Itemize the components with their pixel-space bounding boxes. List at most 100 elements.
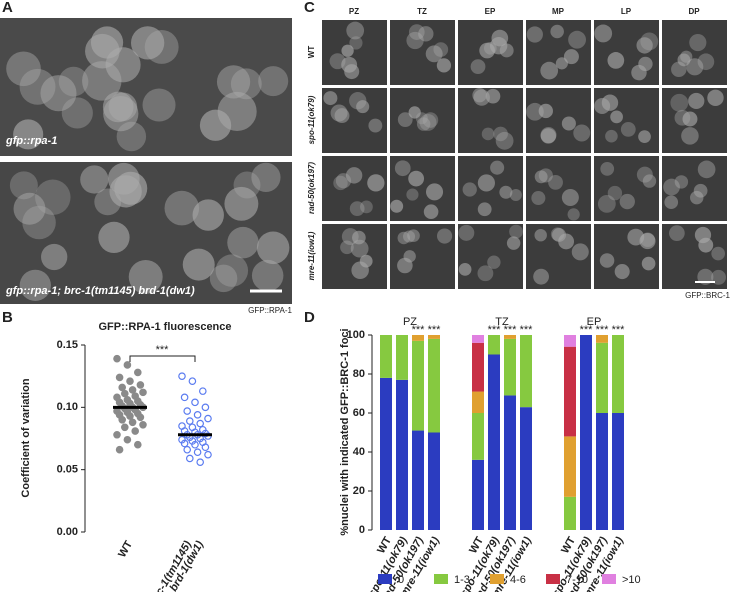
bar-segment xyxy=(472,459,484,530)
column-label: EP xyxy=(485,7,496,16)
nucleus xyxy=(599,253,615,268)
y-tick-label: 40 xyxy=(353,446,365,458)
data-point xyxy=(115,373,124,382)
nucleus xyxy=(568,30,586,49)
nucleus xyxy=(690,190,704,205)
nucleus xyxy=(349,36,363,50)
nucleus xyxy=(436,58,452,73)
nucleus xyxy=(350,239,369,258)
nucleus xyxy=(40,75,77,112)
micrograph xyxy=(526,20,591,85)
bar-segment xyxy=(380,335,392,378)
nucleus xyxy=(477,202,492,217)
nucleus xyxy=(490,160,505,175)
y-tick-label: 20 xyxy=(353,485,365,497)
nucleus xyxy=(594,97,611,114)
nucleus xyxy=(333,175,348,191)
nucleus xyxy=(425,45,443,63)
nucleus xyxy=(607,185,623,201)
nucleus xyxy=(233,171,261,199)
data-point xyxy=(204,414,212,423)
column-label: LP xyxy=(621,7,632,16)
data-point xyxy=(136,413,145,422)
nucleus xyxy=(128,259,163,294)
nucleus xyxy=(669,225,685,242)
nucleus xyxy=(394,160,411,177)
nucleus xyxy=(483,41,497,55)
data-point xyxy=(128,386,137,394)
nucleus xyxy=(689,33,707,52)
legend-label: 4-6 xyxy=(510,574,526,586)
image-caption: GFP::BRC-1 xyxy=(685,291,730,300)
significance: *** xyxy=(612,324,626,336)
nucleus xyxy=(360,200,373,214)
nucleus xyxy=(436,228,453,244)
chart-title: GFP::RPA-1 fluorescence xyxy=(98,321,231,333)
nucleus xyxy=(341,44,354,57)
nucleus xyxy=(458,262,472,276)
bar-segment xyxy=(380,377,392,530)
nucleus xyxy=(423,204,439,220)
nucleus xyxy=(531,191,546,206)
nucleus xyxy=(642,174,657,188)
nucleus xyxy=(323,91,338,106)
significance-bracket xyxy=(129,355,196,362)
bar-segment xyxy=(488,335,500,355)
nucleus xyxy=(509,188,522,202)
nucleus xyxy=(462,182,477,197)
nucleus xyxy=(164,190,200,226)
bar-segment xyxy=(612,335,624,413)
nucleus xyxy=(688,92,705,110)
nucleus xyxy=(19,68,56,105)
nucleus xyxy=(473,89,490,106)
nucleus xyxy=(640,32,659,51)
significance: *** xyxy=(520,324,534,336)
nucleus xyxy=(344,64,360,80)
group-label: PZ xyxy=(403,316,417,328)
nucleus xyxy=(415,112,428,125)
data-point xyxy=(178,372,186,380)
data-point xyxy=(196,419,205,428)
nucleus xyxy=(533,268,549,285)
panel-letter: C xyxy=(304,0,315,16)
nucleus xyxy=(594,24,613,43)
data-point xyxy=(193,411,202,419)
y-tick-label: 0.05 xyxy=(57,464,78,476)
nucleus xyxy=(402,230,416,243)
data-point xyxy=(139,388,147,397)
nucleus xyxy=(597,194,616,213)
nucleus xyxy=(711,246,725,261)
micrograph xyxy=(390,224,455,289)
data-point xyxy=(201,403,210,412)
nucleus xyxy=(6,51,41,87)
nucleus xyxy=(408,24,425,40)
nucleus xyxy=(694,226,712,244)
bar-segment xyxy=(488,354,500,530)
nucleus xyxy=(540,128,557,144)
nucleus xyxy=(224,186,259,221)
nucleus xyxy=(472,88,487,103)
nucleus xyxy=(671,61,687,78)
data-point xyxy=(199,387,207,395)
nucleus xyxy=(142,88,176,122)
data-point xyxy=(123,435,132,444)
y-tick-label: 0.10 xyxy=(57,401,78,413)
nucleus xyxy=(90,26,124,59)
nucleus xyxy=(638,130,651,143)
bar-segment xyxy=(520,335,532,408)
data-point xyxy=(186,454,194,463)
data-point xyxy=(196,458,205,466)
nucleus xyxy=(408,170,425,187)
panel-letter: A xyxy=(2,0,13,16)
nucleus xyxy=(346,21,365,40)
data-point xyxy=(118,383,127,392)
panel-letter: B xyxy=(2,309,13,326)
legend-swatch xyxy=(378,574,392,584)
nucleus xyxy=(390,199,404,213)
nucleus xyxy=(534,228,547,242)
legend-label: 7-10 xyxy=(566,574,588,586)
image-label: gfp::rpa-1 xyxy=(5,135,57,147)
row-label: mre-11(iow1) xyxy=(307,231,316,280)
nucleus xyxy=(477,265,494,282)
nucleus xyxy=(636,37,653,54)
